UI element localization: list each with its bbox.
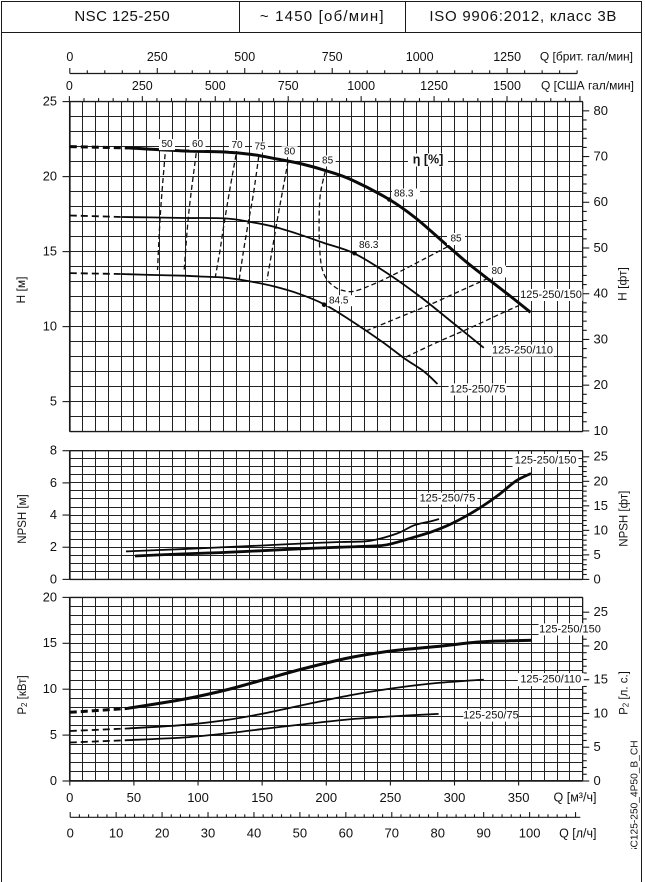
svg-text:Q [США гал/мин]: Q [США гал/мин] (541, 79, 634, 93)
svg-text:1000: 1000 (406, 50, 434, 64)
svg-text:250: 250 (132, 79, 153, 93)
svg-text:NPSH [м]: NPSH [м] (17, 494, 29, 543)
svg-text:125-250/150: 125-250/150 (515, 454, 577, 466)
svg-text:0: 0 (66, 50, 73, 64)
svg-text:NSC125-250_4P50_B_CH: NSC125-250_4P50_B_CH (629, 740, 640, 849)
svg-text:84.5: 84.5 (329, 295, 349, 306)
svg-text:8: 8 (50, 443, 57, 458)
svg-text:125-250/150: 125-250/150 (539, 623, 601, 635)
svg-text:750: 750 (278, 79, 299, 93)
svg-text:125-250/75: 125-250/75 (450, 383, 506, 395)
svg-text:200: 200 (315, 790, 337, 805)
svg-text:5: 5 (594, 547, 601, 562)
svg-text:10: 10 (43, 318, 57, 333)
svg-text:15: 15 (594, 498, 608, 513)
svg-text:80: 80 (594, 103, 608, 118)
svg-text:60: 60 (594, 194, 608, 209)
svg-text:20: 20 (594, 377, 608, 392)
svg-text:85: 85 (322, 156, 334, 167)
svg-text:H [фт]: H [фт] (615, 267, 629, 301)
svg-text:125-250/110: 125-250/110 (492, 344, 553, 356)
svg-text:60: 60 (339, 825, 353, 840)
svg-text:60: 60 (192, 139, 204, 150)
svg-text:125-250/75: 125-250/75 (463, 710, 519, 722)
svg-text:85: 85 (450, 234, 462, 245)
svg-text:70: 70 (385, 825, 399, 840)
svg-text:50: 50 (594, 240, 608, 255)
svg-text:1500: 1500 (493, 79, 521, 93)
svg-text:P2 [л. с.]: P2 [л. с.] (619, 671, 631, 715)
svg-text:125-250/150: 125-250/150 (520, 289, 582, 301)
svg-text:P2 [кВт]: P2 [кВт] (17, 675, 29, 714)
svg-text:350: 350 (508, 790, 530, 805)
svg-text:100: 100 (519, 825, 541, 840)
svg-text:125-250/75: 125-250/75 (420, 493, 476, 505)
svg-text:20: 20 (594, 638, 608, 653)
svg-text:80: 80 (284, 146, 296, 157)
svg-text:125-250/110: 125-250/110 (520, 674, 581, 686)
svg-text:40: 40 (247, 825, 261, 840)
svg-text:Q [брит. гал/мин]: Q [брит. гал/мин] (540, 50, 633, 64)
svg-text:Q [л/ч]: Q [л/ч] (559, 826, 596, 840)
svg-text:40: 40 (594, 286, 608, 301)
svg-text:150: 150 (251, 790, 273, 805)
svg-text:1250: 1250 (420, 79, 448, 93)
svg-text:0: 0 (594, 773, 601, 788)
svg-text:100: 100 (187, 790, 209, 805)
svg-text:4: 4 (50, 507, 57, 522)
svg-text:25: 25 (594, 604, 608, 619)
svg-text:250: 250 (380, 790, 402, 805)
svg-text:10: 10 (109, 825, 123, 840)
svg-text:0: 0 (66, 790, 73, 805)
svg-text:0: 0 (50, 571, 57, 586)
svg-text:30: 30 (201, 825, 215, 840)
svg-text:15: 15 (594, 672, 608, 687)
svg-text:5: 5 (50, 727, 57, 742)
svg-text:Q [м³/ч]: Q [м³/ч] (554, 791, 597, 805)
svg-text:25: 25 (43, 93, 57, 108)
svg-text:0: 0 (67, 825, 74, 840)
svg-text:80: 80 (430, 825, 444, 840)
svg-text:80: 80 (491, 266, 503, 277)
svg-text:750: 750 (322, 50, 343, 64)
svg-text:15: 15 (43, 243, 57, 258)
svg-text:50: 50 (161, 139, 173, 150)
svg-text:0: 0 (594, 571, 601, 586)
svg-text:300: 300 (444, 790, 466, 805)
svg-text:10: 10 (594, 705, 608, 720)
svg-text:25: 25 (594, 449, 608, 464)
svg-text:500: 500 (205, 79, 226, 93)
svg-text:250: 250 (147, 50, 168, 64)
svg-text:50: 50 (293, 825, 307, 840)
svg-text:1000: 1000 (347, 79, 375, 93)
svg-text:10: 10 (594, 522, 608, 537)
svg-text:20: 20 (43, 589, 57, 604)
svg-text:20: 20 (594, 473, 608, 488)
svg-text:88.3: 88.3 (394, 189, 414, 200)
svg-text:NPSH [фт]: NPSH [фт] (619, 491, 631, 547)
svg-text:500: 500 (234, 50, 255, 64)
svg-text:10: 10 (594, 423, 608, 438)
svg-text:75: 75 (254, 142, 266, 153)
svg-text:H [м]: H [м] (14, 277, 28, 304)
svg-text:30: 30 (594, 331, 608, 346)
svg-text:50: 50 (127, 790, 141, 805)
svg-text:0: 0 (66, 79, 73, 93)
svg-text:70: 70 (594, 148, 608, 163)
svg-text:1250: 1250 (493, 50, 521, 64)
svg-text:2: 2 (50, 539, 57, 554)
svg-text:86.3: 86.3 (359, 240, 379, 251)
svg-text:20: 20 (43, 168, 57, 183)
svg-text:0: 0 (50, 773, 57, 788)
svg-text:10: 10 (43, 681, 57, 696)
svg-text:6: 6 (50, 475, 57, 490)
svg-text:20: 20 (155, 825, 169, 840)
svg-text:η [%]: η [%] (413, 152, 444, 166)
svg-text:15: 15 (43, 635, 57, 650)
svg-text:70: 70 (231, 140, 243, 151)
svg-text:5: 5 (594, 739, 601, 754)
svg-text:5: 5 (50, 393, 57, 408)
svg-text:90: 90 (476, 825, 490, 840)
